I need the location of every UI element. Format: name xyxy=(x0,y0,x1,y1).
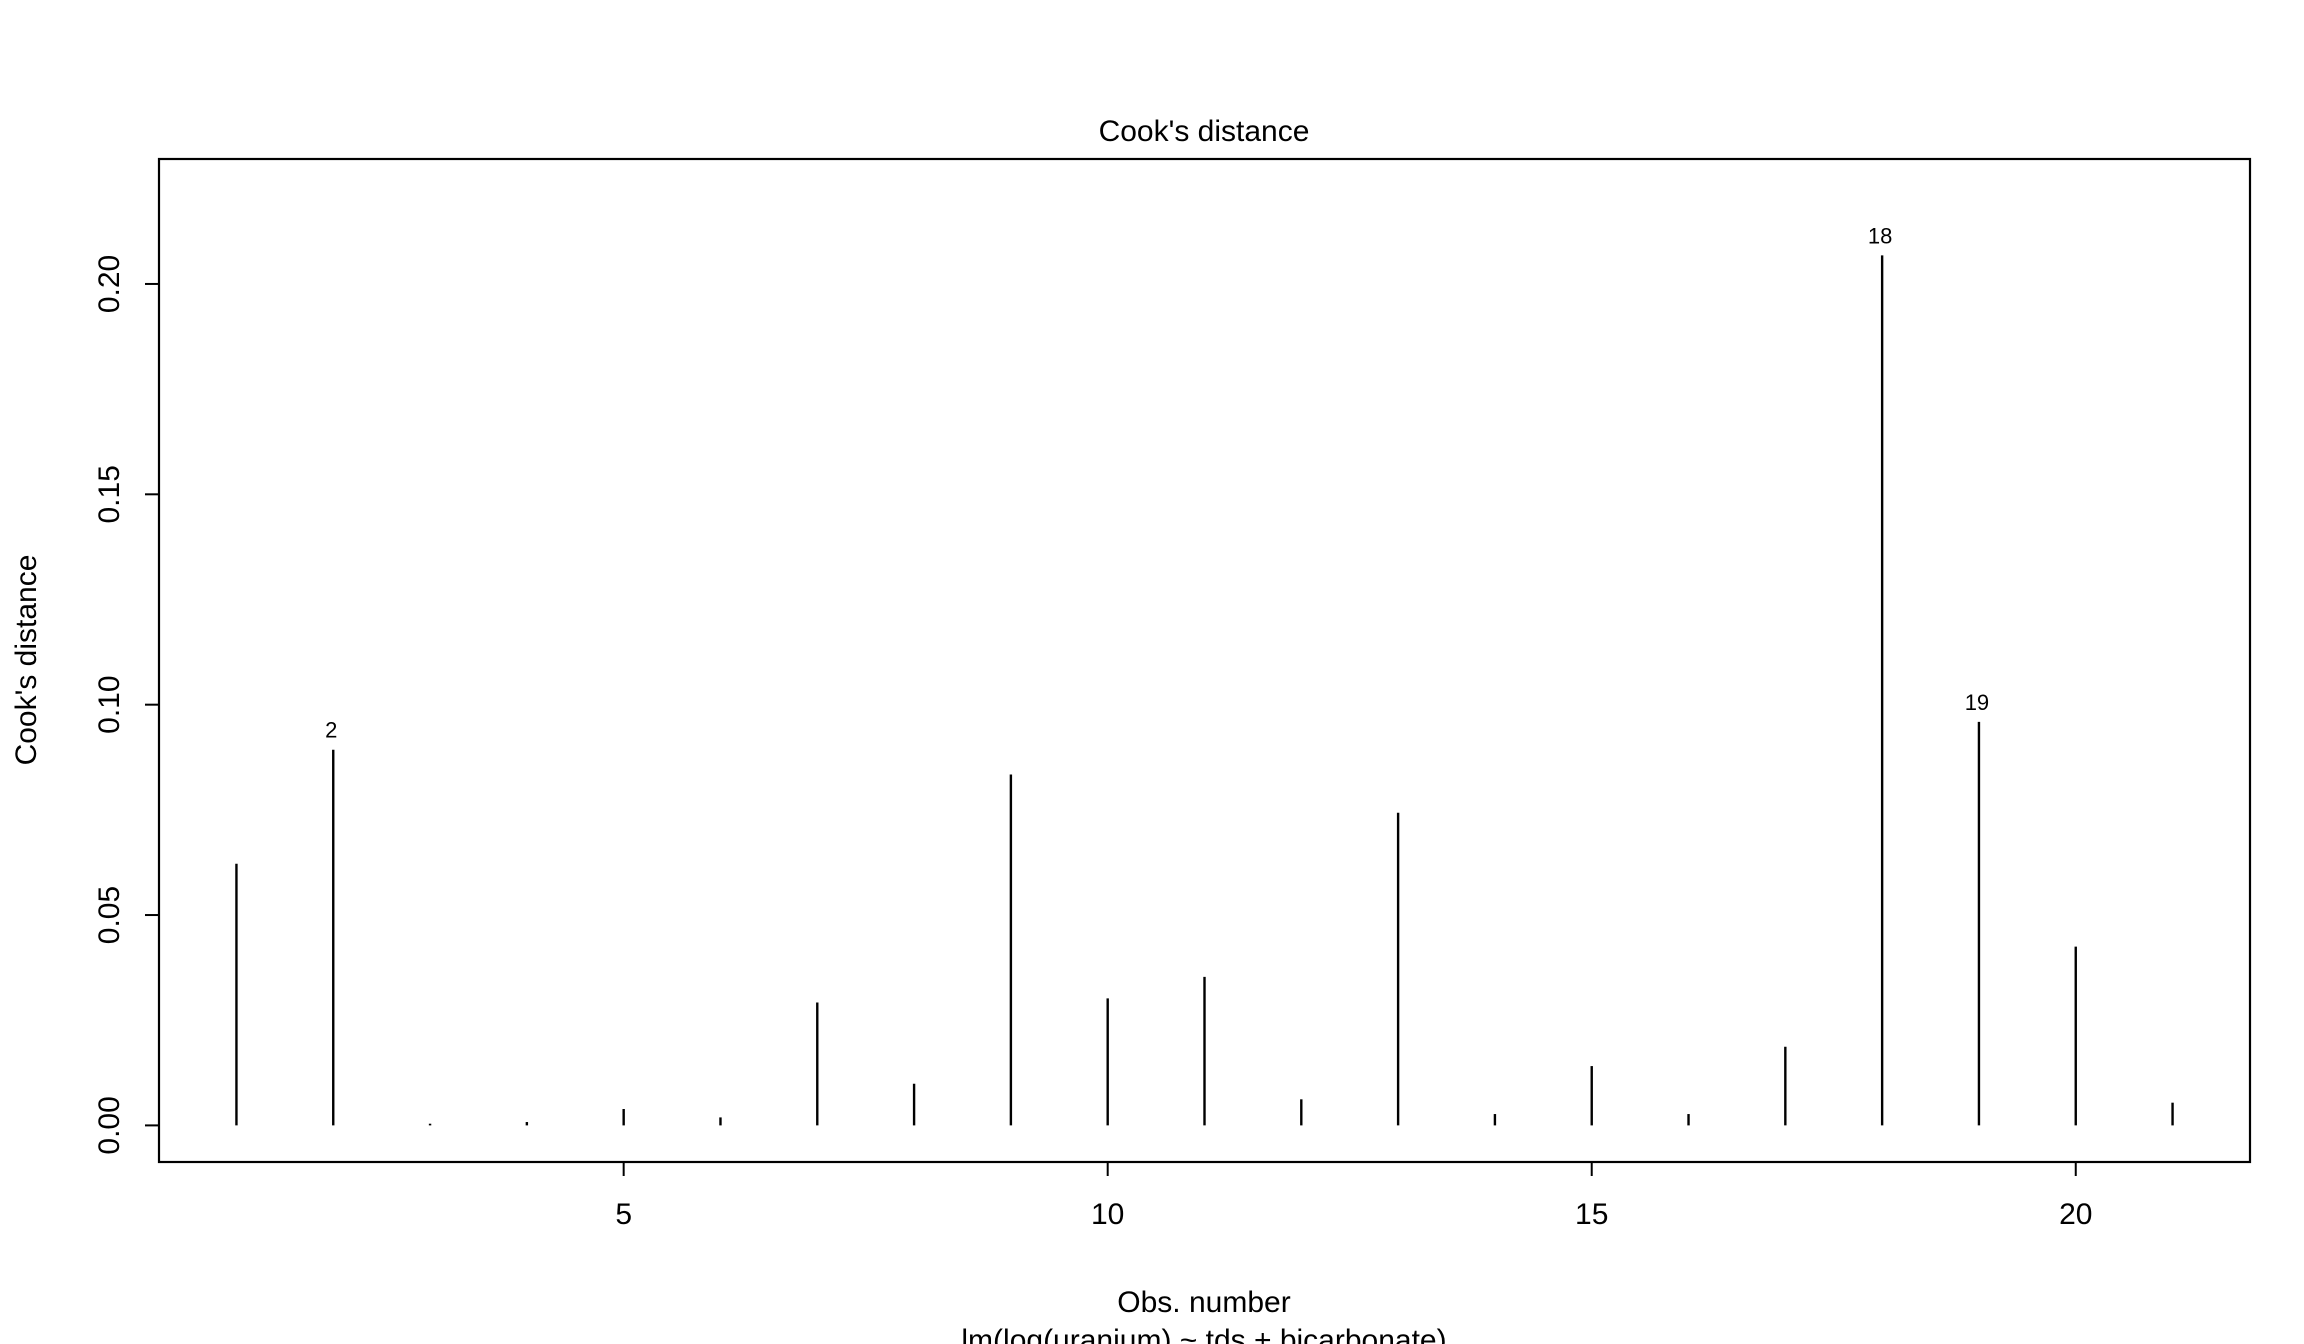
x-tick-label: 15 xyxy=(1575,1198,1608,1231)
chart-subtitle: lm(log(uranium) ~ tds + bicarbonate) xyxy=(961,1324,1446,1344)
annotation-label: 18 xyxy=(1868,223,1892,248)
bar-series xyxy=(235,255,2174,1126)
x-tick-label: 5 xyxy=(615,1198,632,1231)
y-tick-label: 0.15 xyxy=(93,465,126,523)
y-tick-label: 0.05 xyxy=(93,886,126,944)
x-axis: 5 10 15 20 xyxy=(615,1161,2092,1231)
annotation-label: 19 xyxy=(1965,690,1989,715)
y-tick-label: 0.20 xyxy=(93,255,126,313)
y-axis-label: Cook's distance xyxy=(10,555,43,766)
chart-title: Cook's distance xyxy=(1099,115,1310,148)
y-tick-label: 0.00 xyxy=(93,1096,126,1154)
annotation-label: 2 xyxy=(325,718,337,743)
annotations: 2 18 19 xyxy=(325,223,1989,742)
x-tick-label: 20 xyxy=(2059,1198,2092,1231)
y-tick-label: 0.10 xyxy=(93,675,126,733)
x-tick-label: 10 xyxy=(1091,1198,1124,1231)
y-axis: 0.00 0.05 0.10 0.15 0.20 xyxy=(93,255,160,1155)
x-axis-label: Obs. number xyxy=(1117,1286,1290,1319)
